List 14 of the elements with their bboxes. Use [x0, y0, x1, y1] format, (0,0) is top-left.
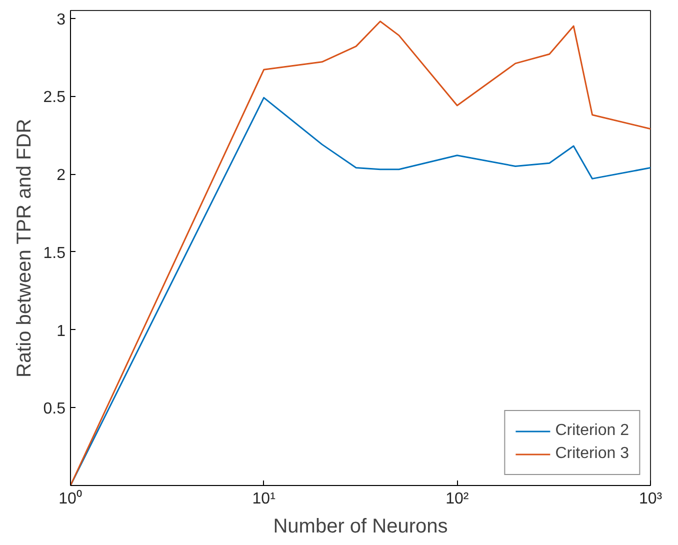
x-tick-label: 10¹ — [252, 490, 276, 508]
y-tick-label: 3 — [56, 11, 66, 28]
x-axis-title: Number of Neurons — [273, 516, 448, 538]
legend-label: Criterion 3 — [555, 445, 629, 463]
y-tick-label: 2 — [56, 167, 66, 184]
x-tick-label: 10⁰ — [58, 490, 82, 508]
y-tick-label: 1 — [56, 322, 66, 340]
y-axis-title: Ratio between TPR and FDR — [13, 118, 36, 378]
legend-label: Criterion 2 — [555, 422, 629, 440]
x-tick-label: 10³ — [638, 490, 663, 508]
y-tick-label: 1.5 — [43, 244, 66, 262]
y-tick-label: 2.5 — [43, 89, 66, 106]
y-tick-label: 0.5 — [43, 400, 66, 418]
x-tick-label: 10² — [446, 490, 470, 508]
